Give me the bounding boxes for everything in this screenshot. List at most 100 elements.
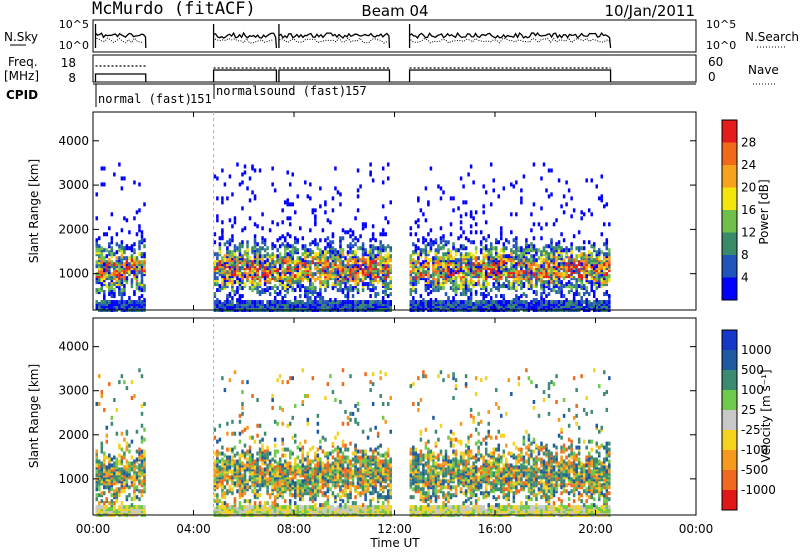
heatmap-cell bbox=[283, 268, 287, 273]
heatmap-cell bbox=[502, 282, 506, 287]
heatmap-cell bbox=[258, 483, 262, 488]
heatmap-cell bbox=[484, 300, 488, 305]
heatmap-cell bbox=[512, 274, 516, 279]
heatmap-cell bbox=[512, 264, 516, 269]
heatmap-cell bbox=[95, 459, 99, 464]
heatmap-cell bbox=[545, 300, 548, 305]
heatmap-cell bbox=[555, 272, 558, 277]
heatmap-cell bbox=[276, 481, 279, 486]
heatmap-cell bbox=[371, 236, 375, 241]
heatmap-cell bbox=[311, 208, 315, 213]
heatmap-cell bbox=[248, 505, 252, 510]
heatmap-cell bbox=[329, 298, 332, 303]
heatmap-cell bbox=[138, 509, 141, 514]
heatmap-cell bbox=[236, 451, 239, 456]
heatmap-cell bbox=[527, 248, 531, 253]
heatmap-cell bbox=[329, 254, 332, 259]
heatmap-cell bbox=[507, 254, 511, 259]
heatmap-cell bbox=[319, 186, 322, 191]
heatmap-cell bbox=[248, 509, 252, 514]
heatmap-cell bbox=[512, 298, 516, 303]
heatmap-cell bbox=[341, 268, 345, 273]
heatmap-cell bbox=[439, 300, 443, 305]
heatmap-cell bbox=[135, 475, 139, 480]
heatmap-cell bbox=[258, 447, 262, 452]
heatmap-cell bbox=[469, 224, 473, 229]
heatmap-cell bbox=[505, 238, 508, 243]
heatmap-cell bbox=[98, 493, 101, 498]
heatmap-cell bbox=[374, 238, 377, 243]
heatmap-cell bbox=[113, 252, 116, 257]
heatmap-cell bbox=[369, 238, 372, 243]
heatmap-cell bbox=[286, 461, 289, 466]
heatmap-cell bbox=[412, 258, 415, 263]
heatmap-cell bbox=[552, 222, 556, 227]
heatmap-cell bbox=[587, 250, 591, 255]
heatmap-cell bbox=[351, 272, 355, 277]
heatmap-cell bbox=[371, 254, 375, 259]
heatmap-cell bbox=[359, 246, 362, 251]
heatmap-cell bbox=[427, 286, 430, 291]
heatmap-cell bbox=[492, 188, 495, 193]
heatmap-cell bbox=[108, 465, 111, 470]
colorbar-tick-label: 28 bbox=[741, 136, 756, 150]
heatmap-cell bbox=[108, 457, 111, 462]
heatmap-cell bbox=[319, 280, 322, 285]
heatmap-cell bbox=[238, 182, 242, 187]
heatmap-cell bbox=[384, 300, 387, 305]
heatmap-cell bbox=[216, 256, 219, 261]
heatmap-cell bbox=[138, 228, 141, 233]
heatmap-cell bbox=[103, 248, 106, 253]
heatmap-cell bbox=[361, 282, 365, 287]
heatmap-cell bbox=[474, 290, 478, 295]
heatmap-cell bbox=[246, 499, 249, 504]
heatmap-cell bbox=[286, 242, 289, 247]
heatmap-cell bbox=[258, 300, 262, 305]
heatmap-cell bbox=[306, 292, 310, 297]
heatmap-cell bbox=[256, 489, 259, 494]
heatmap-cell bbox=[603, 256, 606, 261]
heatmap-cell bbox=[577, 292, 581, 297]
heatmap-cell bbox=[417, 266, 420, 271]
heatmap-cell bbox=[123, 270, 126, 275]
heatmap-cell bbox=[557, 286, 561, 291]
heatmap-cell bbox=[545, 274, 548, 279]
heatmap-cell bbox=[226, 455, 229, 460]
heatmap-cell bbox=[502, 294, 506, 299]
heatmap-cell bbox=[135, 485, 139, 490]
heatmap-cell bbox=[346, 268, 350, 273]
heatmap-cell bbox=[447, 296, 450, 301]
heatmap-cell bbox=[386, 176, 390, 181]
heatmap-cell bbox=[135, 429, 139, 434]
heatmap-cell bbox=[560, 290, 563, 295]
heatmap-cell bbox=[95, 401, 99, 406]
freq-unit-label: [MHz] bbox=[4, 69, 39, 83]
heatmap-cell bbox=[479, 260, 483, 265]
colorbar-swatch bbox=[722, 187, 737, 210]
heatmap-cell bbox=[495, 300, 498, 305]
heatmap-cell bbox=[479, 274, 483, 279]
heatmap-cell bbox=[243, 491, 247, 496]
heatmap-cell bbox=[555, 262, 558, 267]
heatmap-cell bbox=[143, 505, 146, 510]
heatmap-cell bbox=[555, 300, 558, 305]
heatmap-cell bbox=[218, 300, 222, 305]
heatmap-cell bbox=[587, 270, 591, 275]
colorbar-swatch bbox=[722, 255, 737, 278]
heatmap-cell bbox=[281, 437, 284, 442]
heatmap-cell bbox=[213, 282, 217, 287]
heatmap-cell bbox=[505, 300, 508, 305]
heatmap-cell bbox=[236, 268, 239, 273]
heatmap-cell bbox=[120, 501, 124, 506]
heatmap-cell bbox=[294, 210, 297, 215]
heatmap-cell bbox=[510, 286, 513, 291]
heatmap-cell bbox=[329, 240, 332, 245]
heatmap-cell bbox=[434, 298, 438, 303]
heatmap-cell bbox=[223, 501, 227, 506]
heatmap-cell bbox=[595, 264, 598, 269]
heatmap-cell bbox=[429, 246, 433, 251]
heatmap-cell bbox=[271, 467, 274, 472]
heatmap-cell bbox=[386, 162, 390, 167]
